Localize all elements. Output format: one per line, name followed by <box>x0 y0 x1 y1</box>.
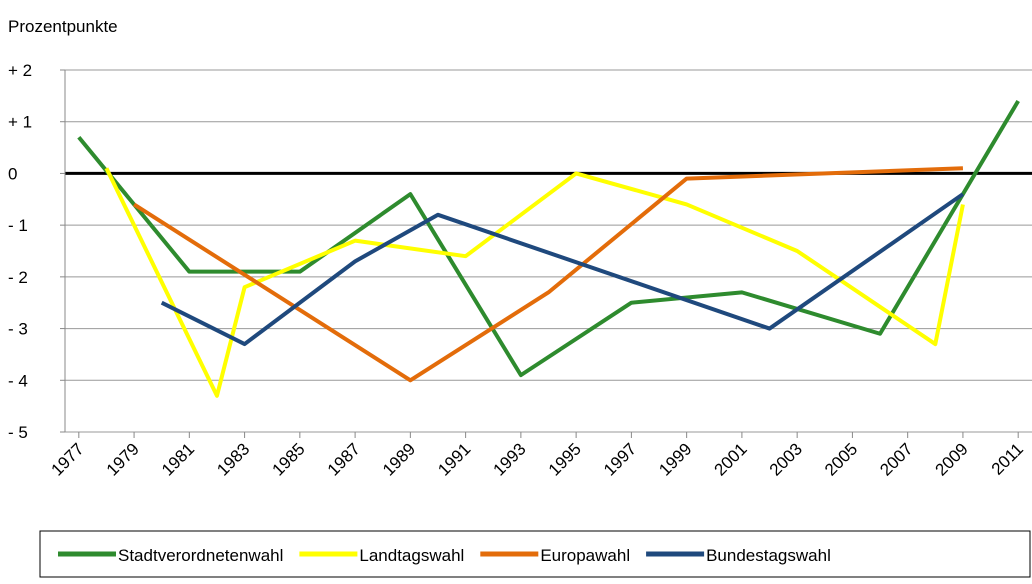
y-tick-label: - 5 <box>8 423 28 442</box>
y-tick-label: - 1 <box>8 216 28 235</box>
x-tick-label: 1981 <box>158 439 198 479</box>
legend-label: Bundestagswahl <box>706 546 831 565</box>
x-tick-label: 2009 <box>932 439 972 479</box>
x-tick-label: 2011 <box>988 439 1027 478</box>
x-tick-label: 1979 <box>103 439 143 479</box>
series-line <box>132 166 964 383</box>
x-tick-label: 1995 <box>545 439 585 479</box>
y-tick-label: + 2 <box>8 61 32 80</box>
x-tick-label: 1997 <box>600 439 640 479</box>
y-tick-label: - 2 <box>8 268 28 287</box>
x-tick-label: 2005 <box>821 439 861 479</box>
x-tick-label: 1999 <box>655 439 695 479</box>
x-tick-label: 1977 <box>47 439 87 479</box>
legend-label: Stadtverordnetenwahl <box>118 546 283 565</box>
x-tick-label: 1983 <box>213 439 253 479</box>
x-tick-label: 1985 <box>268 439 308 479</box>
y-tick-label: 0 <box>8 164 17 183</box>
series-line <box>160 192 965 347</box>
y-tick-label: - 3 <box>8 320 28 339</box>
x-tick-label: 1993 <box>490 439 530 479</box>
y-tick-label: - 4 <box>8 371 28 390</box>
x-tick-label: 1991 <box>434 439 474 479</box>
legend-label: Landtagswahl <box>359 546 464 565</box>
y-tick-label: + 1 <box>8 113 32 132</box>
x-tick-label: 2007 <box>876 439 916 479</box>
x-tick-label: 2003 <box>766 439 806 479</box>
y-axis-label: Prozentpunkte <box>8 17 118 36</box>
series-line <box>104 167 965 398</box>
legend-box <box>39 530 1031 578</box>
series-line <box>77 100 1020 378</box>
legend-label: Europawahl <box>540 546 630 565</box>
x-tick-label: 1989 <box>379 439 419 479</box>
x-tick-label: 2001 <box>711 439 751 479</box>
x-tick-label: 1987 <box>324 439 364 479</box>
